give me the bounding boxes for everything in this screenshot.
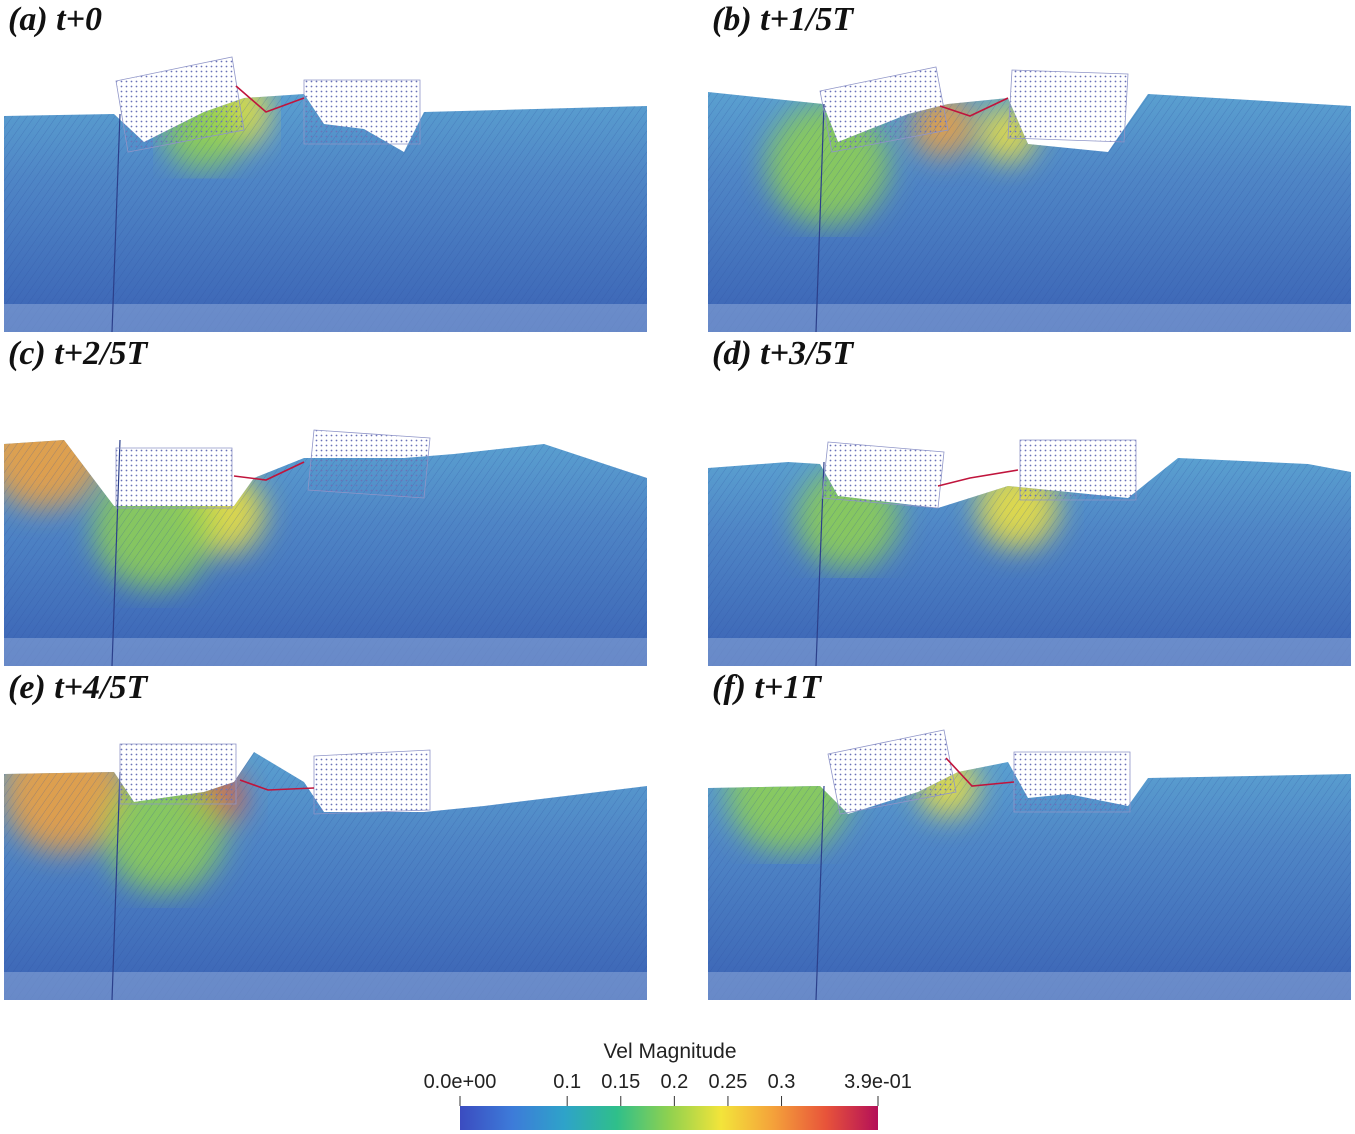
velocity-vectors	[708, 762, 1351, 1000]
flow-field-image	[4, 743, 647, 1000]
floating-body-left	[115, 56, 245, 153]
panel-c: (c) t+2/5T	[4, 334, 647, 666]
flow-field-image	[708, 66, 1351, 332]
legend-tick-label: 0.25	[708, 1071, 747, 1093]
flow-field-image	[708, 439, 1351, 666]
floating-body-right	[1019, 439, 1137, 501]
color-legend: Vel Magnitude 0.0e+00 3.9e-01 0.1 0.15 0.2…	[400, 1036, 940, 1134]
floating-body-right	[1013, 751, 1131, 813]
velocity-vectors	[4, 752, 647, 1000]
velocity-vectors	[4, 440, 647, 666]
panel-label: (a) t+0	[8, 1, 102, 38]
floating-body-left	[819, 66, 949, 153]
floating-body-right	[313, 749, 431, 815]
vertical-boundary-line	[815, 103, 825, 332]
floating-body-left	[827, 729, 957, 815]
legend-tick-label: 0.15	[601, 1071, 640, 1093]
mooring-line	[945, 757, 1015, 787]
panel-e: (e) t+4/5T	[4, 668, 647, 1000]
flow-field-image	[4, 56, 647, 332]
mooring-line	[233, 461, 305, 481]
panel-f: (f) t+1T	[708, 668, 1351, 1000]
floating-body-right	[1007, 69, 1129, 143]
seabed-layer	[4, 304, 647, 332]
vertical-boundary-line	[111, 113, 121, 332]
panel-label: (b) t+1/5T	[712, 1, 854, 38]
seabed-layer	[708, 972, 1351, 1000]
vertical-boundary-line	[111, 771, 121, 1000]
floating-body-left	[119, 743, 237, 805]
velocity-vectors	[708, 458, 1351, 666]
legend-max-label: 3.9e-01	[844, 1071, 912, 1093]
panel-label: (f) t+1T	[712, 669, 822, 706]
legend-tick-label: 0.3	[768, 1071, 796, 1093]
floating-body-left	[821, 441, 945, 509]
mooring-line	[937, 469, 1019, 487]
floating-body-left	[115, 447, 233, 509]
floating-body-right	[303, 79, 421, 145]
legend-colorbar: 0.0e+00 3.9e-01 0.1 0.15 0.2 0.25 0.3	[424, 1071, 912, 1130]
floating-body-right	[307, 429, 431, 499]
panel-label: (e) t+4/5T	[8, 669, 148, 706]
mooring-line	[239, 779, 315, 791]
seabed-layer	[4, 638, 647, 666]
mooring-line	[939, 97, 1009, 117]
panel-label: (c) t+2/5T	[8, 335, 148, 372]
panel-d: (d) t+3/5T	[708, 334, 1351, 666]
flow-field-image	[708, 729, 1351, 1000]
seabed-layer	[4, 972, 647, 1000]
panel-a: (a) t+0	[4, 0, 647, 332]
panel-b: (b) t+1/5T	[708, 0, 1351, 332]
legend-min-label: 0.0e+00	[424, 1071, 497, 1093]
seabed-layer	[708, 638, 1351, 666]
seabed-layer	[708, 304, 1351, 332]
velocity-vectors	[708, 92, 1351, 332]
velocity-vectors	[4, 94, 647, 332]
legend-title: Vel Magnitude	[603, 1040, 737, 1063]
legend-tick-label: 0.2	[660, 1071, 688, 1093]
panel-label: (d) t+3/5T	[712, 335, 854, 372]
mooring-line	[235, 85, 305, 113]
flow-field-image	[4, 429, 647, 666]
legend-tick-label: 0.1	[553, 1071, 581, 1093]
vertical-boundary-line	[815, 785, 825, 1000]
legend-gradient-bar	[460, 1106, 878, 1130]
